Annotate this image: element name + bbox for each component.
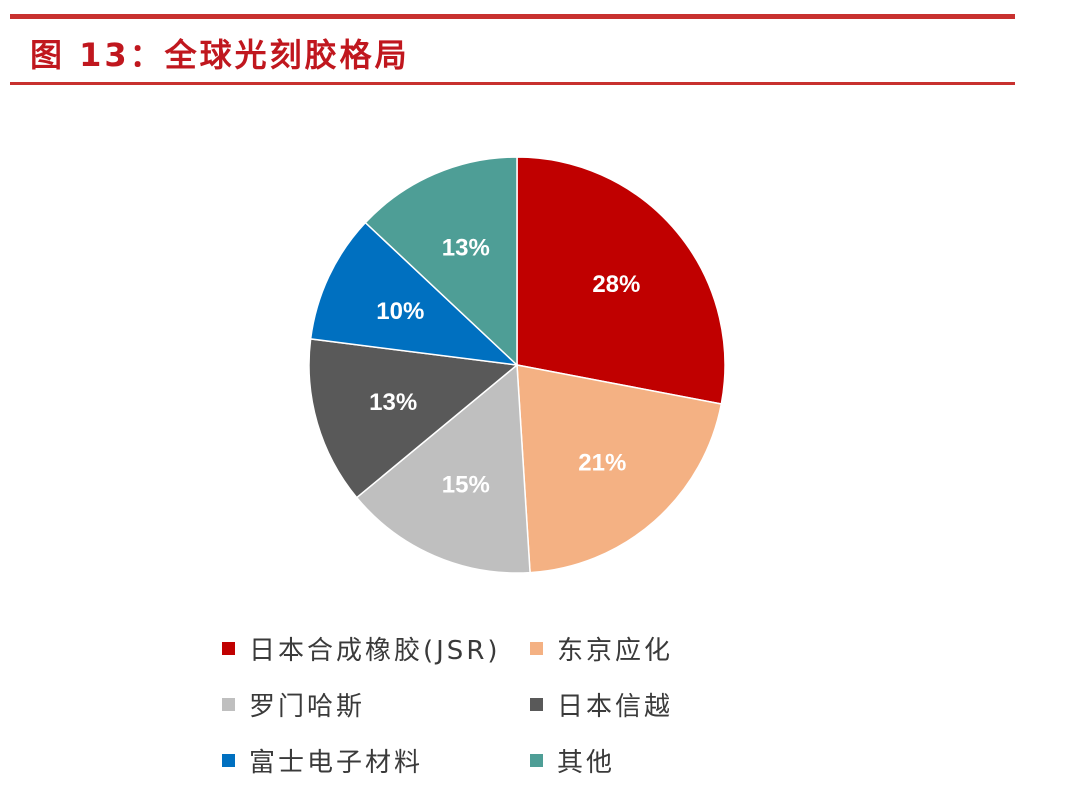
legend-swatch [530, 698, 543, 711]
legend-label: 罗门哈斯 [249, 692, 366, 722]
legend-label: 富士电子材料 [249, 748, 424, 778]
data-label: 13% [369, 389, 417, 416]
legend-swatch [530, 754, 543, 767]
pie-slice [364, 156, 518, 367]
legend-item: 其他 [530, 742, 615, 779]
legend-swatch [530, 642, 543, 655]
legend-swatch [222, 642, 235, 655]
legend-item: 日本信越 [530, 686, 673, 723]
legend-label: 日本合成橡胶(JSR) [249, 636, 501, 666]
legend-swatch [222, 754, 235, 767]
data-label: 15% [442, 471, 490, 498]
data-label: 13% [442, 235, 490, 262]
legend-item: 东京应化 [530, 630, 673, 667]
pie-slice [308, 338, 519, 499]
legend-item: 富士电子材料 [222, 742, 423, 779]
data-label: 10% [376, 298, 424, 325]
legend-swatch [222, 698, 235, 711]
legend-label: 东京应化 [557, 636, 674, 666]
figure-title: 图 13：全球光刻胶格局 [30, 36, 410, 74]
legend-item: 罗门哈斯 [222, 686, 365, 723]
data-label: 28% [592, 271, 640, 298]
pie-slice [516, 156, 726, 405]
pie-slice [355, 363, 531, 574]
legend-label: 日本信越 [557, 692, 674, 722]
legend-item: 日本合成橡胶(JSR) [222, 630, 501, 667]
title-rule-top [10, 14, 1015, 19]
pie-slice [516, 364, 723, 574]
title-rule-bottom [10, 82, 1015, 85]
pie-slice [309, 221, 520, 367]
data-label: 21% [578, 450, 626, 477]
legend-label: 其他 [557, 748, 616, 778]
